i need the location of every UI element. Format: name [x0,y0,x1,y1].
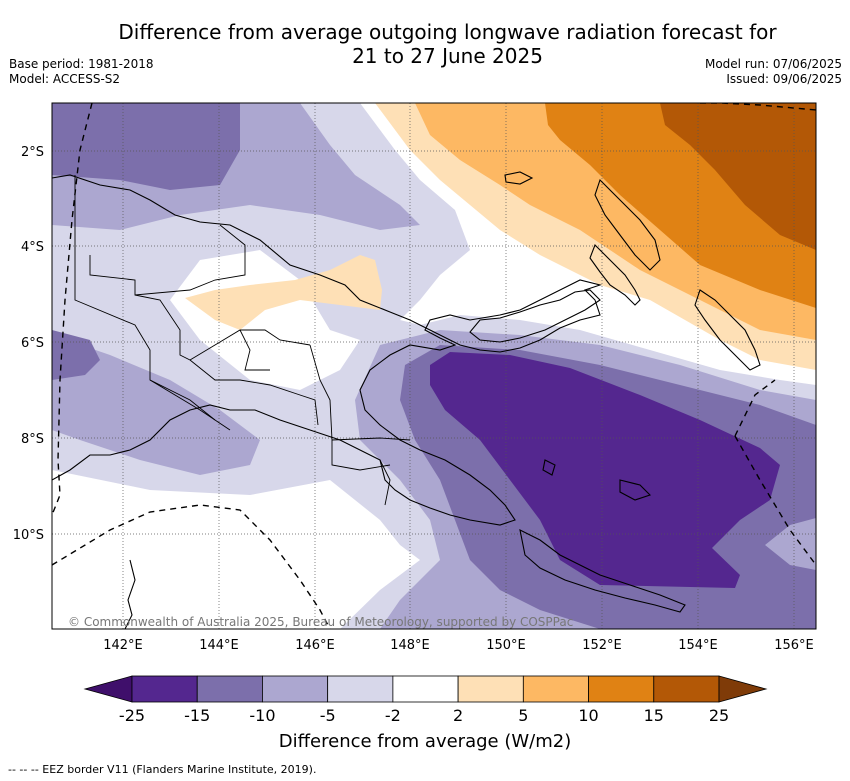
anomaly-band-minus5-west [52,470,420,629]
colorbar-segment [457,675,524,703]
anomaly-band-minus10-mid [52,335,260,475]
lat-label: 4°S [21,240,44,255]
right-metadata: Model run: 07/06/2025 Issued: 09/06/2025 [705,57,842,87]
solomon-islands-north [594,178,661,271]
lon-label: 156°E [774,638,814,653]
colorbar-tick-label: -2 [385,706,401,725]
map-frame [51,102,817,630]
provincial-borders [74,175,411,506]
anomaly-band-minus15-east [765,518,816,570]
new-britain-coast [469,289,601,343]
gulf-islands [619,479,652,501]
eez-borders [52,103,816,629]
colorbar-segment [522,675,589,703]
colorbar-tick-label: -10 [249,706,275,725]
colorbar-segment [653,675,720,703]
colorbar-segment [327,675,394,703]
title-line-1: Difference from average outgoing longwav… [118,20,777,44]
colorbar-tick-label: -25 [119,706,145,725]
colorbar-tick-label: -5 [320,706,336,725]
colorbar-tick-label: 2 [453,706,463,725]
trobriand-islands [542,459,556,476]
louisiade-islands [519,529,686,613]
eez-legend-note: -- -- -- EEZ border V11 (Flanders Marine… [8,763,317,776]
title-line-2: 21 to 27 June 2025 [352,44,543,68]
colorbar-segment [131,675,198,703]
anomaly-band-minus15-north [52,103,240,190]
colorbar-tick-label: 10 [578,706,598,725]
base-period: Base period: 1981-2018 [9,57,154,71]
lat-label: 2°S [21,145,44,160]
gridlines [52,103,816,629]
colorbar-tick-label: 25 [709,706,729,725]
left-metadata: Base period: 1981-2018 Model: ACCESS-S2 [9,57,154,87]
colorbar-extend-high [718,675,768,703]
lat-label: 6°S [21,336,44,351]
anomaly-band-minus25 [430,352,780,588]
model-run: Model run: 07/06/2025 [704,57,842,71]
map-panel: © Commonwealth of Australia 2025, Bureau… [52,103,816,629]
latitude-labels: 2°S 4°S 6°S 8°S 10°S [13,145,44,543]
manus-coast [504,171,534,185]
map-title: Difference from average outgoing longwav… [60,20,835,68]
colorbar-segment [588,675,655,703]
anomaly-band-plus15 [660,103,816,250]
lon-label: 146°E [295,638,335,653]
bougainville-coast [694,289,761,371]
colorbar [83,675,768,703]
colorbar-tick-labels: -25 -15 -10 -5 -2 2 5 10 15 25 [119,706,729,725]
lon-label: 154°E [678,638,718,653]
new-ireland-coast [589,244,641,306]
anomaly-band-plus2-inland [185,255,382,330]
lon-label: 150°E [486,638,526,653]
model-name: Model: ACCESS-S2 [9,72,121,86]
issued-date: Issued: 09/06/2025 [726,72,842,86]
lat-label: 10°S [13,528,44,543]
lon-label: 152°E [582,638,622,653]
lat-label: 8°S [21,432,44,447]
colorbar-tick-label: 15 [644,706,664,725]
copyright-credit: © Commonwealth of Australia 2025, Bureau… [68,615,573,629]
lon-label: 148°E [390,638,430,653]
colorbar-extend-low [83,675,133,703]
colorbar-segment [196,675,263,703]
colorbar-title: Difference from average (W/m2) [279,731,571,752]
colorbar-tick-label: 5 [518,706,528,725]
coastlines [52,171,761,629]
colorbar-segment [262,675,329,703]
anomaly-band-minus15-west [52,330,100,380]
colorbar-segment [392,675,459,703]
torres-coast [124,559,136,629]
lon-label: 144°E [199,638,239,653]
longitude-labels: 142°E 144°E 146°E 148°E 150°E 152°E 154°… [103,638,814,653]
colorbar-tick-label: -15 [184,706,210,725]
new-guinea-coast [52,174,602,526]
lon-label: 142°E [103,638,143,653]
